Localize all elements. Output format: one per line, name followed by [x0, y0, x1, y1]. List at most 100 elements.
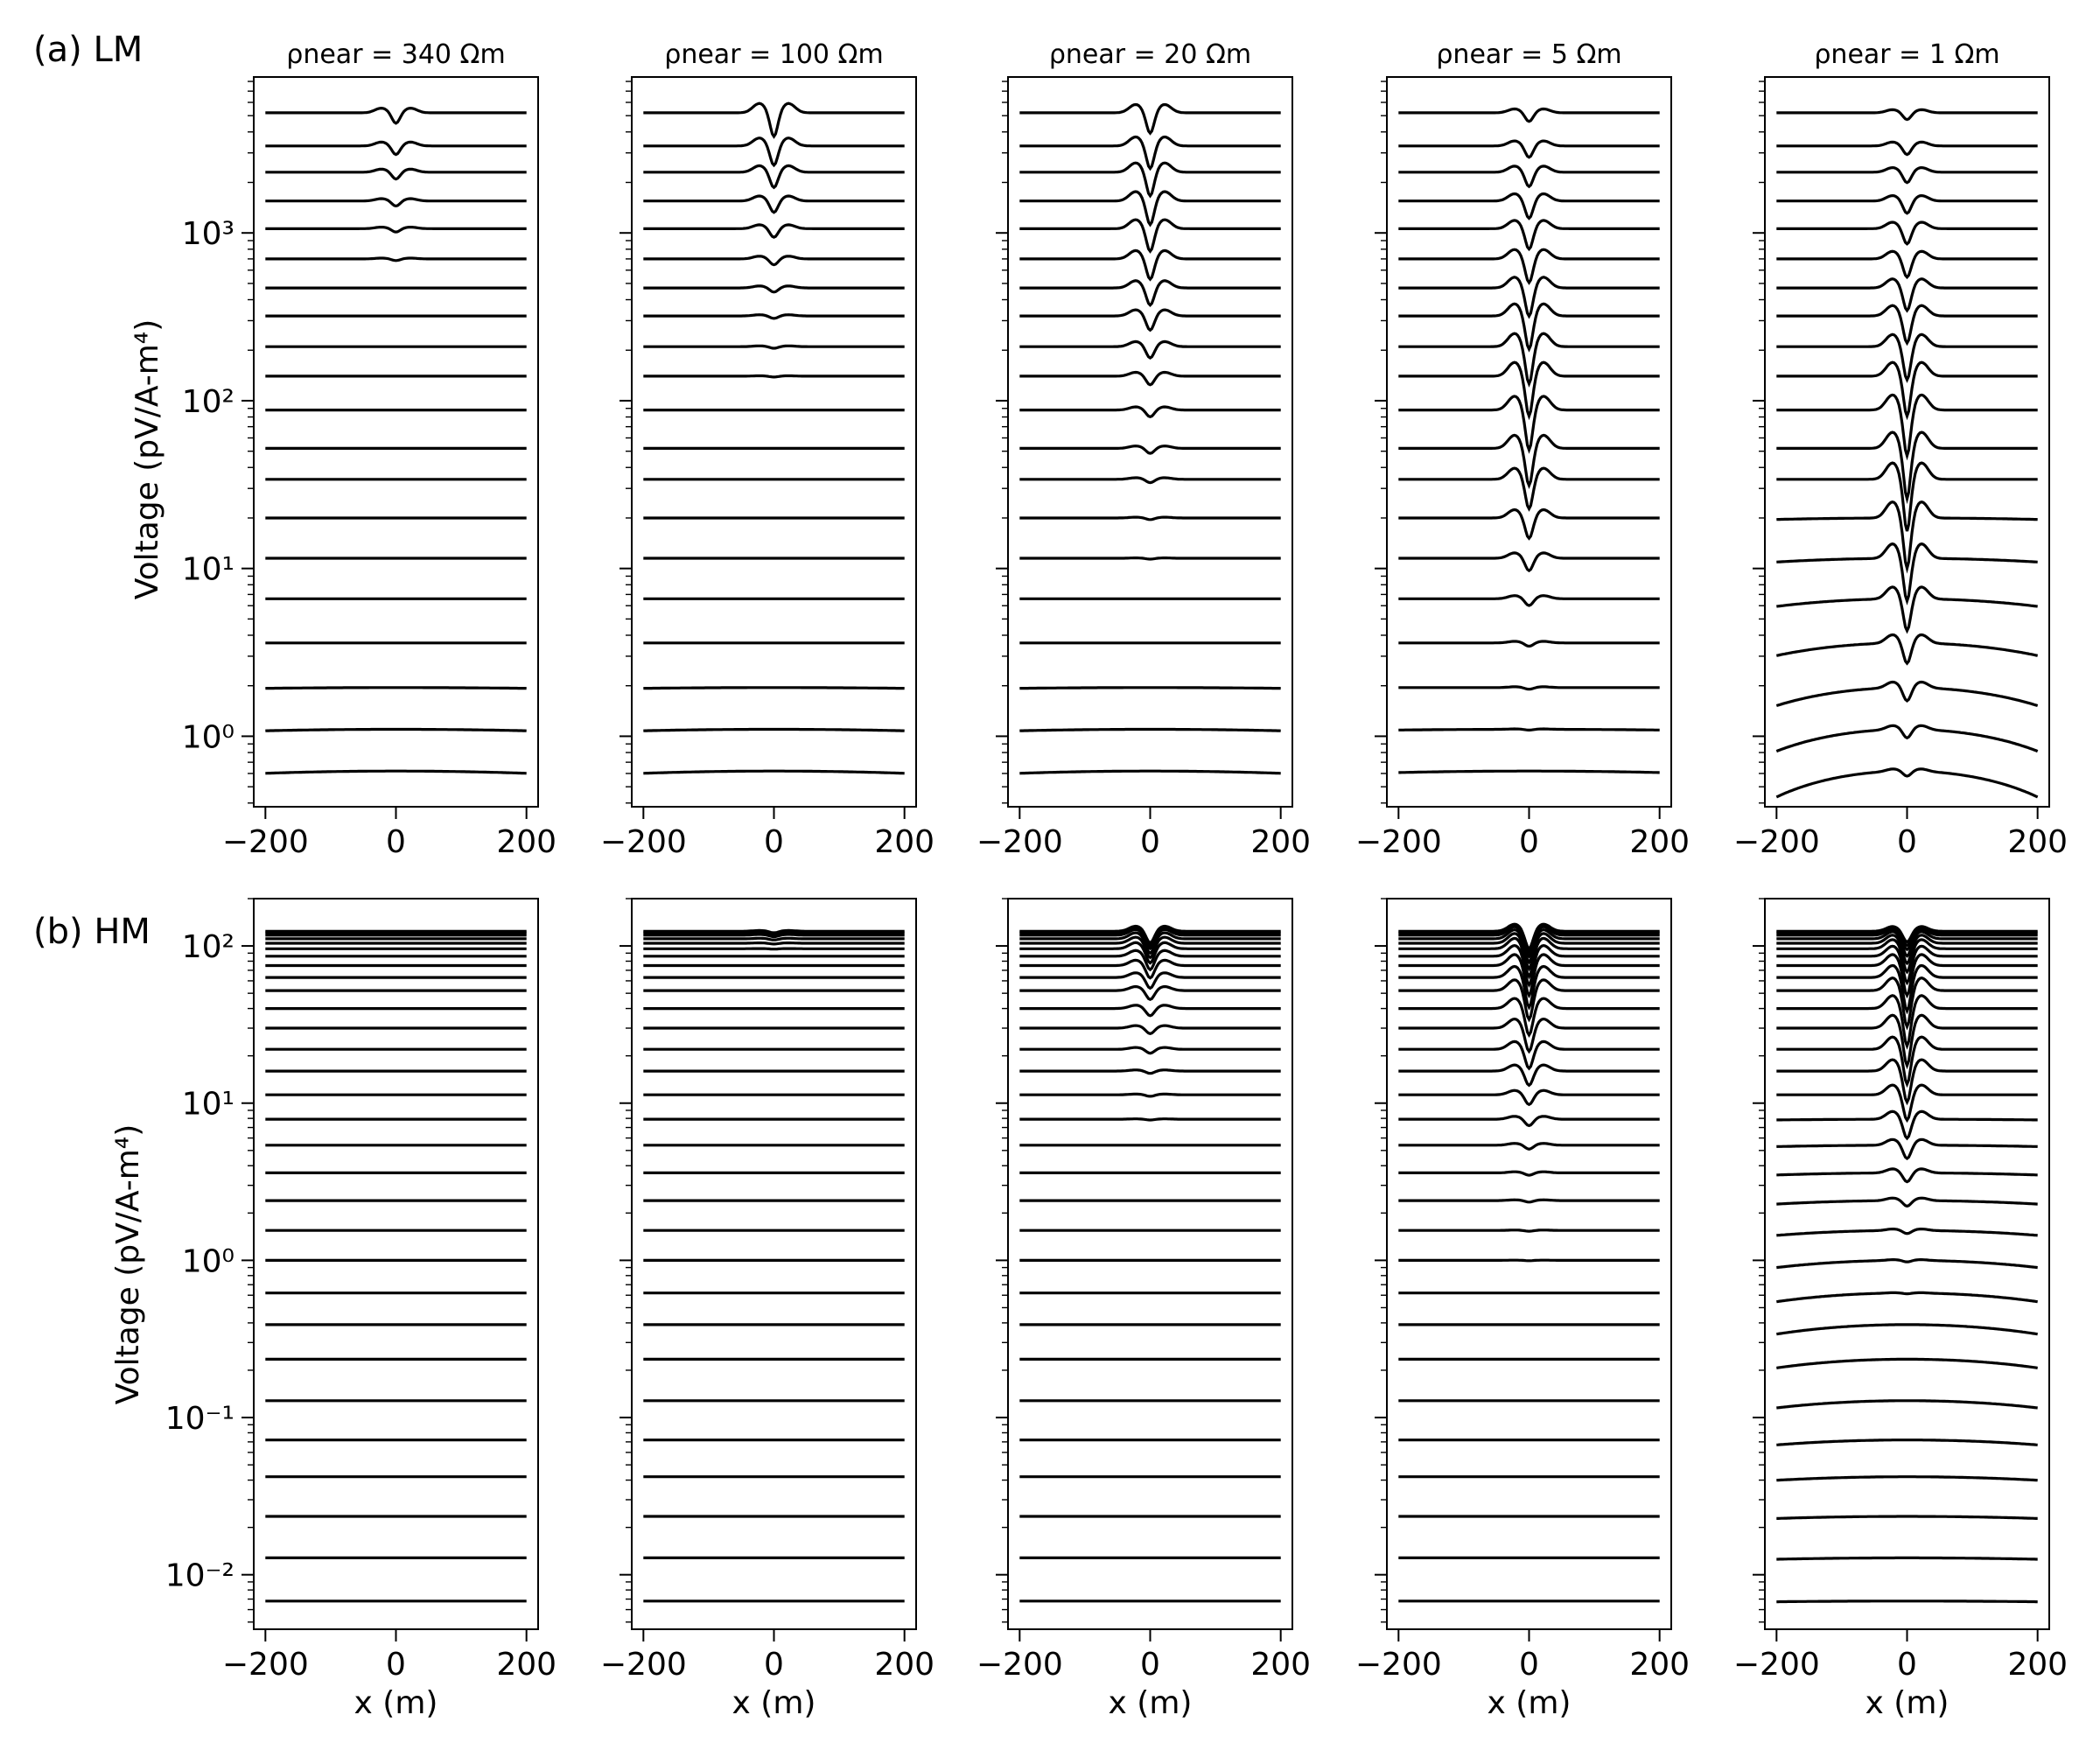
series-line: [1776, 1515, 2038, 1520]
panel-lm-1: ρnear = 340 Ωm 10⁰ 10¹ 10² 10³ −200 0 200: [182, 39, 556, 860]
panel-title: ρnear = 340 Ωm: [286, 39, 505, 70]
series-line: [1398, 1258, 1660, 1263]
panel-hm-3: −200 0 200 x (m): [976, 898, 1311, 1721]
x-tick-label: 200: [1250, 824, 1311, 860]
x-tick-label: −200: [1355, 824, 1442, 860]
series-line: [1019, 1117, 1281, 1122]
series-line: [1776, 1058, 2038, 1106]
series-line: [1398, 640, 1660, 648]
series-line: [1019, 948, 1281, 972]
x-axis-label: x (m): [1866, 1685, 1950, 1721]
x-tick-label: 0: [1140, 824, 1160, 860]
series-line: [1776, 938, 2038, 975]
series-line: [1776, 953, 2038, 999]
series-line: [1398, 219, 1660, 252]
series-line: [1776, 963, 2038, 1015]
y-axis-label-hm: Voltage (pV/A-m⁴): [110, 1124, 146, 1405]
series-line: [1776, 332, 2038, 383]
series-line: [1776, 1167, 2038, 1184]
x-axis-label: x (m): [354, 1685, 438, 1721]
series-line: [1019, 248, 1281, 282]
series-line: [1398, 332, 1660, 388]
series-line: [1776, 461, 2038, 532]
series-line: [265, 727, 527, 732]
series-line: [1776, 165, 2038, 185]
series-line: [1398, 164, 1660, 189]
x-tick-label: 200: [874, 1647, 934, 1683]
x-tick-label: 0: [1140, 1647, 1160, 1683]
series-line: [1398, 508, 1660, 541]
x-tick-label: 200: [1250, 1647, 1311, 1683]
series-line: [1776, 1138, 2038, 1161]
series-line: [1775, 724, 2039, 753]
series-line: [1776, 1035, 2038, 1088]
series-line: [1398, 932, 1660, 972]
y-axis-label-lm: Voltage (pV/A-m⁴): [130, 319, 165, 600]
series-line: [1019, 971, 1281, 990]
series-line: [1019, 102, 1281, 136]
series-line: [265, 106, 527, 125]
panel-lm-3: ρnear = 20 Ωm −200 0 200: [976, 39, 1311, 860]
series-line: [1398, 923, 1660, 955]
series-line: [1776, 277, 2038, 313]
x-axis-label: x (m): [1109, 1685, 1193, 1721]
panel-lm-2: ρnear = 100 Ωm −200 0 200: [600, 39, 934, 860]
series-line: [1398, 139, 1660, 159]
series-line: [643, 933, 905, 939]
series-line: [643, 313, 905, 320]
series-line: [1776, 930, 2038, 958]
y-tick-label: 10⁻²: [165, 1558, 234, 1594]
y-tick-label: 10³: [182, 216, 234, 252]
series-line: [643, 223, 905, 239]
series-line: [1019, 1092, 1281, 1098]
series-line: [265, 197, 527, 208]
series-line: [643, 928, 905, 934]
series-line: [1398, 1198, 1660, 1204]
series-line: [1019, 308, 1281, 332]
series-line: [643, 947, 905, 951]
panel-title: ρnear = 20 Ωm: [1049, 39, 1251, 70]
x-tick-label: 0: [1897, 1647, 1917, 1683]
series-line: [1398, 1063, 1660, 1088]
x-tick-label: −200: [1733, 1647, 1820, 1683]
series-line: [1019, 935, 1281, 960]
series-line: [1776, 140, 2038, 157]
series-line: [1398, 1228, 1660, 1233]
series-line: [1398, 936, 1660, 980]
series-line: [1019, 1068, 1281, 1075]
series-line: [643, 930, 905, 936]
series-line: [1776, 925, 2038, 944]
series-line: [265, 140, 527, 157]
series-line: [643, 769, 905, 775]
panel-title: ρnear = 100 Ωm: [664, 39, 883, 70]
x-tick-label: 0: [764, 1647, 784, 1683]
series-line: [1775, 767, 2039, 799]
series-line: [1398, 276, 1660, 319]
series-line: [1776, 1399, 2038, 1410]
x-tick-label: 200: [496, 1647, 556, 1683]
series-line: [1019, 926, 1281, 948]
series-line: [1398, 769, 1660, 774]
series-line: [1776, 220, 2038, 246]
panel-hm-5: −200 0 200 x (m): [1733, 898, 2068, 1721]
series-line: [1398, 1115, 1660, 1128]
x-tick-label: −200: [1355, 1647, 1442, 1683]
x-tick-label: −200: [976, 1647, 1063, 1683]
series-line: [1776, 944, 2038, 986]
series-line: [1776, 1258, 2038, 1270]
series-line: [265, 167, 527, 181]
series-line: [1398, 928, 1660, 965]
series-line: [1398, 1142, 1660, 1151]
series-line: [1776, 934, 2038, 966]
panel-hm-2: −200 0 200 x (m): [600, 898, 934, 1721]
series-line: [1398, 922, 1660, 951]
x-tick-label: −200: [600, 824, 687, 860]
panel-lm-4: ρnear = 5 Ωm −200 0 200: [1355, 39, 1690, 860]
series-line: [1019, 941, 1281, 965]
series-line: [1398, 248, 1660, 285]
row-tag-lm: (a) LM: [33, 30, 143, 70]
series-line: [1019, 476, 1281, 485]
y-tick-label: 10⁻¹: [165, 1401, 234, 1437]
series-line: [1019, 370, 1281, 387]
y-tick-label: 10⁰: [182, 719, 234, 755]
